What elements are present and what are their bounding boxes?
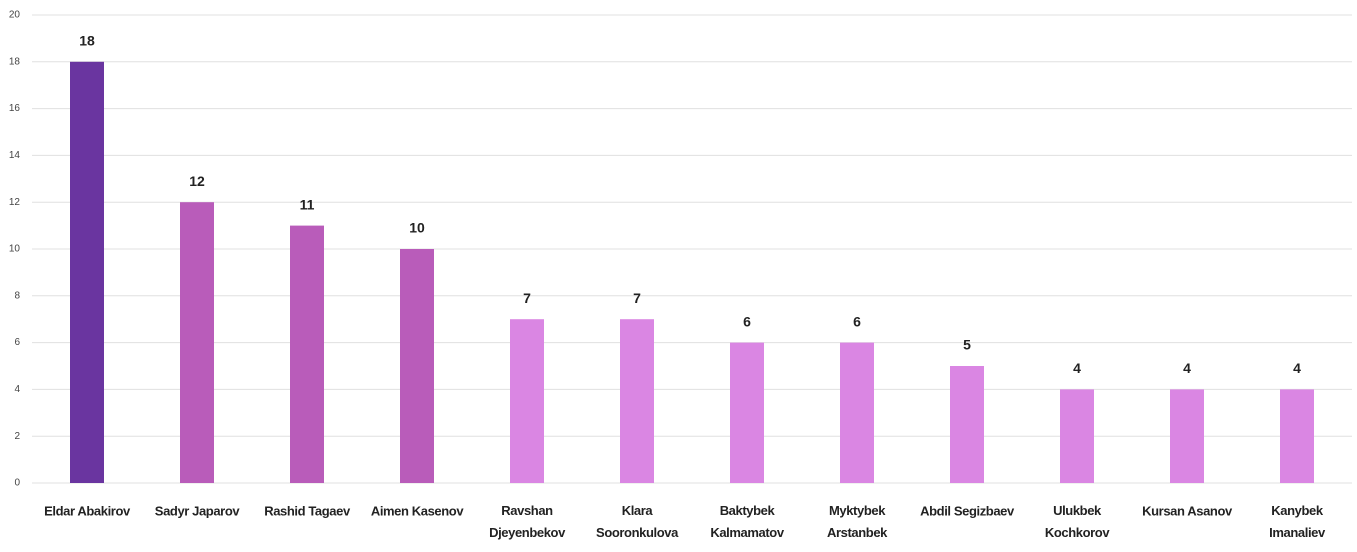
bar: [840, 342, 874, 483]
x-tick-label: Rashid Tagaev: [264, 503, 351, 518]
bar: [950, 366, 984, 483]
x-tick-label: Kursan Asanov: [1142, 503, 1233, 518]
bar: [400, 249, 434, 483]
data-label: 4: [1073, 360, 1081, 376]
bar: [70, 61, 104, 484]
bar: [620, 319, 654, 483]
data-label: 18: [79, 33, 95, 49]
bar: [730, 342, 764, 483]
y-tick-label: 4: [14, 384, 20, 395]
data-label: 4: [1183, 360, 1191, 376]
data-label: 7: [523, 290, 531, 306]
data-label: 11: [300, 196, 315, 212]
x-tick-label: Baktybek Kalmamatov: [710, 503, 784, 540]
bar: [1280, 389, 1314, 483]
y-tick-label: 18: [9, 56, 21, 67]
y-tick-label: 12: [9, 197, 21, 208]
x-tick-label: Myktybek Arstanbek: [827, 503, 888, 540]
bar: [510, 319, 544, 483]
bar: [290, 225, 324, 483]
data-label: 7: [633, 290, 641, 306]
data-label: 12: [189, 173, 205, 189]
x-tick-label: Klara Sooronkulova: [596, 503, 679, 540]
bar: [1060, 389, 1094, 483]
y-tick-label: 8: [14, 290, 20, 301]
y-tick-label: 16: [9, 103, 21, 114]
y-tick-label: 6: [14, 337, 20, 348]
y-tick-label: 14: [9, 150, 21, 161]
y-tick-label: 20: [9, 10, 21, 21]
bar: [1170, 389, 1204, 483]
x-tick-label: Eldar Abakirov: [44, 503, 131, 518]
data-label: 6: [743, 313, 751, 329]
x-tick-label: Kanybek Imanaliev: [1269, 503, 1326, 540]
data-label: 5: [963, 337, 971, 353]
x-tick-label: Ravshan Djeyenbekov: [489, 503, 566, 540]
y-tick-label: 0: [14, 478, 20, 489]
data-label: 4: [1293, 360, 1301, 376]
x-tick-label: Aimen Kasenov: [371, 503, 465, 518]
x-tick-label: Abdil Segizbaev: [920, 503, 1015, 518]
y-tick-label: 10: [9, 244, 21, 255]
x-tick-label: Ulukbek Kochkorov: [1045, 503, 1110, 540]
data-label: 10: [409, 220, 425, 236]
y-tick-label: 2: [14, 431, 20, 442]
data-label: 6: [853, 313, 861, 329]
x-tick-label: Sadyr Japarov: [155, 503, 241, 518]
bar: [180, 202, 214, 483]
